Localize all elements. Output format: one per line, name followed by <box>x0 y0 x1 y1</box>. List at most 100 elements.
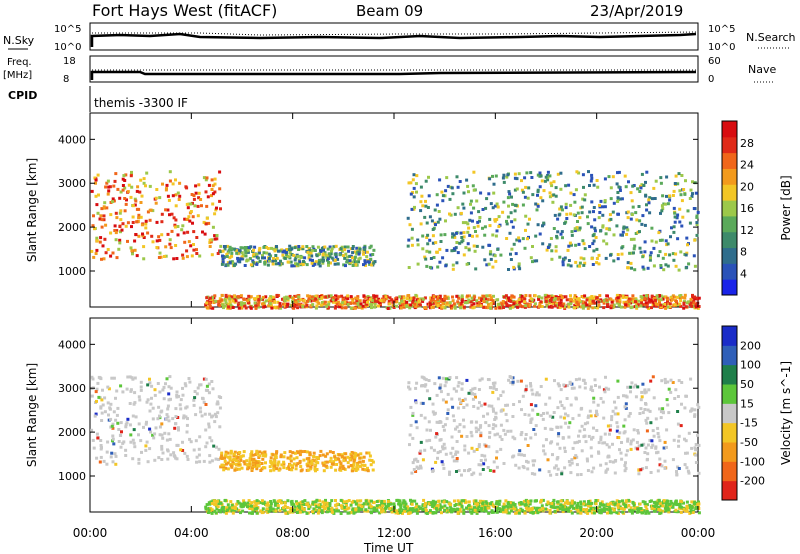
data-cell <box>626 261 630 265</box>
data-cell <box>441 447 445 451</box>
data-cell <box>135 220 139 224</box>
data-cell <box>108 185 112 189</box>
data-cell <box>205 306 209 310</box>
data-cell <box>177 198 181 201</box>
data-cell <box>562 258 566 262</box>
data-cell <box>588 184 591 187</box>
data-cell <box>204 507 208 511</box>
data-cell <box>196 204 200 208</box>
data-cell <box>663 466 667 470</box>
data-cell <box>457 296 461 300</box>
data-cell <box>669 499 673 503</box>
data-cell <box>339 462 343 466</box>
data-cell <box>564 206 568 210</box>
data-cell <box>643 500 647 504</box>
data-cell <box>146 398 150 402</box>
data-cell <box>178 403 182 407</box>
data-cell <box>201 230 204 234</box>
data-cell <box>215 237 219 241</box>
data-cell <box>340 506 344 510</box>
data-cell <box>616 198 620 202</box>
data-cell <box>429 257 433 260</box>
data-cell <box>94 194 98 198</box>
data-cell <box>208 301 212 305</box>
data-cell <box>692 254 696 258</box>
data-cell <box>156 382 160 385</box>
data-cell <box>230 503 234 507</box>
data-cell <box>155 188 159 191</box>
data-cell <box>498 499 502 503</box>
data-cell <box>562 304 566 308</box>
data-cell <box>464 221 468 225</box>
data-cell <box>332 296 336 299</box>
data-cell <box>261 454 265 458</box>
data-cell <box>600 299 604 303</box>
data-cell <box>642 267 646 271</box>
data-cell <box>114 462 118 466</box>
data-cell <box>258 259 262 263</box>
data-cell <box>339 468 343 472</box>
data-cell <box>504 403 508 407</box>
data-cell <box>558 207 562 211</box>
data-cell <box>446 296 450 300</box>
data-cell <box>599 463 603 467</box>
data-cell <box>307 299 311 303</box>
data-cell <box>663 377 667 381</box>
data-cell <box>669 390 673 394</box>
data-cell <box>265 246 268 249</box>
data-cell <box>153 432 157 436</box>
nsearch-tick-bottom: 10^0 <box>708 42 735 53</box>
data-cell <box>236 455 240 459</box>
data-cell <box>128 375 132 379</box>
data-cell <box>292 306 296 310</box>
data-cell <box>347 249 351 253</box>
data-cell <box>650 226 654 230</box>
data-cell <box>553 304 557 308</box>
data-cell <box>303 450 307 453</box>
data-cell <box>683 296 687 300</box>
data-cell <box>407 303 411 307</box>
data-cell <box>203 232 207 236</box>
data-cell <box>491 206 495 210</box>
data-cell <box>358 456 362 460</box>
data-cell <box>133 401 137 405</box>
data-cell <box>676 182 680 186</box>
data-cell <box>218 304 222 308</box>
data-cell <box>211 202 215 206</box>
data-cell <box>231 299 235 303</box>
freq-label-2: [MHz] <box>3 70 32 81</box>
data-cell <box>421 247 425 251</box>
data-cell <box>361 459 365 463</box>
nsky-panel-frame <box>89 22 699 51</box>
data-cell <box>471 184 475 188</box>
data-cell <box>647 297 651 301</box>
data-cell <box>119 384 123 388</box>
data-cell <box>284 251 288 255</box>
data-cell <box>271 453 275 457</box>
data-cell <box>589 385 593 389</box>
data-cell <box>268 465 272 469</box>
data-cell <box>158 390 162 394</box>
data-cell <box>475 244 479 248</box>
plot-frame <box>89 112 699 308</box>
data-cell <box>482 294 486 298</box>
data-cell <box>491 302 495 305</box>
data-cell <box>482 414 485 418</box>
data-cell <box>535 506 539 510</box>
data-cell <box>512 403 516 406</box>
data-cell <box>427 420 431 424</box>
data-cell <box>262 251 266 255</box>
data-cell <box>591 389 595 393</box>
data-cell <box>130 225 133 229</box>
data-cell <box>642 509 646 513</box>
data-cell <box>161 388 165 392</box>
data-cell <box>306 250 310 254</box>
data-cell <box>571 446 575 450</box>
data-cell <box>424 306 427 309</box>
data-cell <box>626 216 630 220</box>
data-cell <box>266 263 270 267</box>
data-cell <box>693 264 697 268</box>
data-cell <box>454 231 458 235</box>
data-cell <box>641 214 645 218</box>
data-cell <box>569 212 573 216</box>
